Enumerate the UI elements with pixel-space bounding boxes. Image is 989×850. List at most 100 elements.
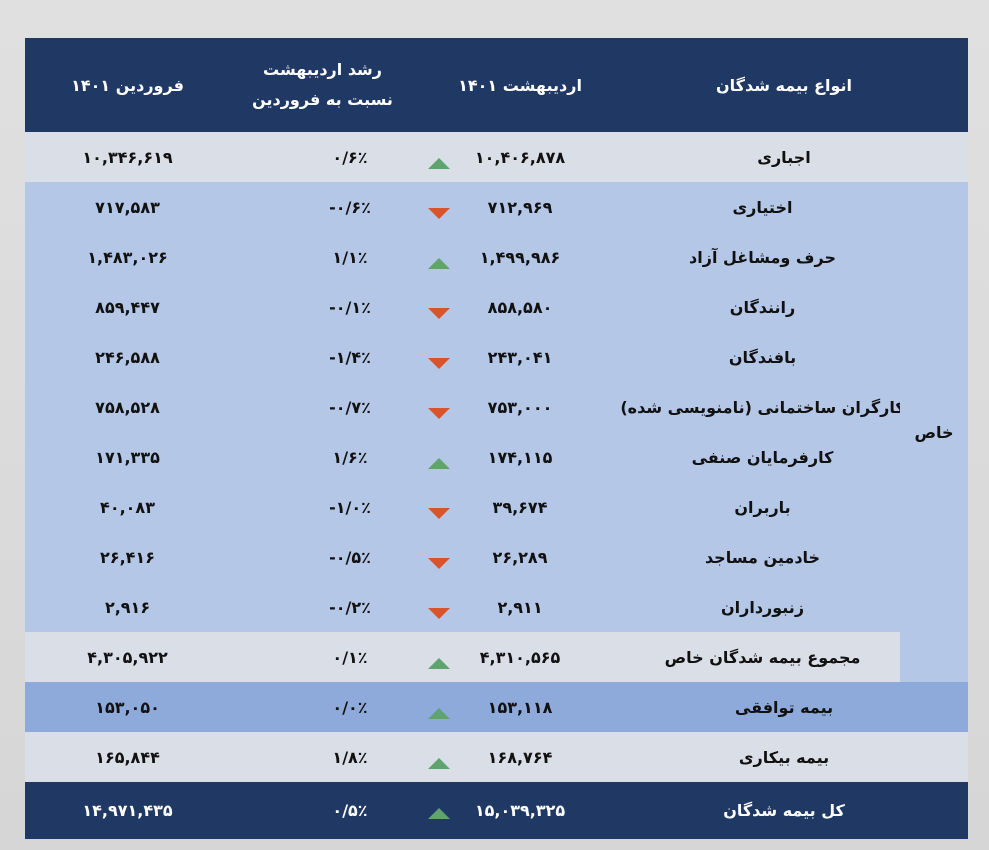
- row-apr-value: ۱۴,۹۷۱,۴۳۵: [82, 801, 173, 820]
- row-type: کل بیمه شدگان: [723, 801, 845, 820]
- row-may-value: ۱,۴۹۹,۹۸۶: [479, 247, 561, 267]
- table-row: باربران ۳۹,۶۷۴ -۱/۰٪ ۴۰,۰۸۳: [25, 482, 968, 532]
- row-may-value: ۷۱۲,۹۶۹: [487, 197, 553, 217]
- row-may-value: ۱۶۸,۷۶۴: [487, 747, 553, 767]
- row-growth-percent: -۰/۱٪: [329, 297, 371, 317]
- arrow-down-icon: [428, 358, 450, 369]
- arrow-up-icon: [428, 658, 450, 669]
- row-apr-value: ۲,۹۱۶: [104, 597, 151, 617]
- header-apr-1401: فروردین ۱۴۰۱: [71, 75, 184, 95]
- row-growth: -۰/۵٪: [230, 532, 450, 582]
- row-may-value: ۱۵,۰۳۹,۳۲۵: [474, 801, 566, 820]
- row-apr-value: ۲۴۶,۵۸۸: [95, 347, 160, 367]
- row-apr-value: ۲۶,۴۱۶: [100, 547, 155, 567]
- row-growth: ۰/۰٪: [230, 682, 450, 732]
- row-growth-percent: -۰/۷٪: [329, 397, 371, 417]
- row-may-value: ۲۴۳,۰۴۱: [487, 347, 553, 367]
- row-growth-percent: ۱/۸٪: [332, 747, 368, 767]
- arrow-down-icon: [428, 508, 450, 519]
- row-growth-percent: ۱/۱٪: [332, 247, 368, 267]
- row-apr-value: ۴۰,۰۸۳: [100, 497, 155, 517]
- row-may-value: ۱۷۴,۱۱۵: [487, 447, 553, 467]
- khas-group-label: خاص: [900, 182, 968, 682]
- row-type: بیمه توافقی: [734, 697, 834, 717]
- row-apr-value: ۱,۴۸۳,۰۲۶: [87, 247, 168, 267]
- table-row: مجموع بیمه شدگان خاص ۴,۳۱۰,۵۶۵ ۰/۱٪ ۴,۳۰۵,۹…: [25, 632, 968, 682]
- row-type: کارگران ساختمانی (نامنویسی شده): [620, 397, 905, 417]
- row-may-value: ۱۰,۴۰۶,۸۷۸: [474, 147, 566, 167]
- table-row: کارفرمایان صنفی ۱۷۴,۱۱۵ ۱/۶٪ ۱۷۱,۳۳۵: [25, 432, 968, 482]
- row-growth: -۰/۲٪: [230, 582, 450, 632]
- arrow-up-icon: [428, 758, 450, 769]
- row-growth: ۰/۵٪: [230, 782, 450, 839]
- table-row: اختیاری ۷۱۲,۹۶۹ -۰/۶٪ ۷۱۷,۵۸۳: [25, 182, 968, 232]
- row-growth: -۰/۱٪: [230, 282, 450, 332]
- table-row: زنبورداران ۲,۹۱۱ -۰/۲٪ ۲,۹۱۶: [25, 582, 968, 632]
- arrow-down-icon: [428, 558, 450, 569]
- row-type: اجباری: [757, 147, 811, 167]
- row-type: اختیاری: [732, 197, 793, 217]
- insured-statistics-table: انواع بیمه شدگان اردیبهشت ۱۴۰۱ رشد اردیب…: [25, 38, 968, 839]
- row-growth-percent: -۰/۶٪: [329, 197, 371, 217]
- row-apr-value: ۸۵۹,۴۴۷: [95, 297, 160, 317]
- row-apr-value: ۱۷۱,۳۳۵: [95, 447, 160, 467]
- arrow-down-icon: [428, 208, 450, 219]
- row-growth-percent: -۱/۰٪: [329, 497, 371, 517]
- row-growth-percent: -۰/۵٪: [329, 547, 371, 567]
- row-apr-value: ۱۶۵,۸۴۴: [95, 747, 160, 767]
- row-type: خادمین مساجد: [704, 547, 821, 567]
- row-growth-percent: ۰/۰٪: [332, 697, 368, 717]
- header-growth-line1: رشد اردیبهشت: [263, 60, 382, 79]
- row-growth: -۱/۴٪: [230, 332, 450, 382]
- row-growth-percent: ۰/۶٪: [332, 147, 368, 167]
- row-may-value: ۱۵۳,۱۱۸: [487, 697, 553, 717]
- arrow-down-icon: [428, 408, 450, 419]
- row-growth: ۱/۶٪: [230, 432, 450, 482]
- row-may-value: ۸۵۸,۵۸۰: [487, 297, 553, 317]
- row-growth: -۱/۰٪: [230, 482, 450, 532]
- row-apr-value: ۷۵۸,۵۲۸: [95, 397, 160, 417]
- row-growth-percent: -۰/۲٪: [329, 597, 371, 617]
- row-growth-percent: ۰/۱٪: [332, 647, 368, 667]
- row-type: زنبورداران: [720, 597, 805, 617]
- row-apr-value: ۱۵۳,۰۵۰: [95, 697, 160, 717]
- row-growth: -۰/۷٪: [230, 382, 450, 432]
- row-growth: ۰/۶٪: [230, 132, 450, 182]
- table-row: رانندگان ۸۵۸,۵۸۰ -۰/۱٪ ۸۵۹,۴۴۷: [25, 282, 968, 332]
- row-type: باربران: [734, 497, 791, 517]
- table-row: خادمین مساجد ۲۶,۲۸۹ -۰/۵٪ ۲۶,۴۱۶: [25, 532, 968, 582]
- row-may-value: ۳۹,۶۷۴: [492, 497, 548, 517]
- table-row: بیمه توافقی ۱۵۳,۱۱۸ ۰/۰٪ ۱۵۳,۰۵۰: [25, 682, 968, 732]
- table-row: حرف ومشاغل آزاد ۱,۴۹۹,۹۸۶ ۱/۱٪ ۱,۴۸۳,۰۲۶: [25, 232, 968, 282]
- row-growth-percent: ۰/۵٪: [332, 801, 368, 820]
- arrow-up-icon: [428, 808, 450, 819]
- row-type: مجموع بیمه شدگان خاص: [664, 647, 861, 667]
- row-type: رانندگان: [729, 297, 796, 317]
- arrow-down-icon: [428, 608, 450, 619]
- header-may-1401: اردیبهشت ۱۴۰۱: [458, 75, 582, 95]
- row-type: بیمه بیکاری: [738, 747, 830, 767]
- row-apr-value: ۴,۳۰۵,۹۲۲: [87, 647, 168, 667]
- row-type: کارفرمایان صنفی: [691, 447, 834, 467]
- table-row: اجباری ۱۰,۴۰۶,۸۷۸ ۰/۶٪ ۱۰,۳۴۶,۶۱۹: [25, 132, 968, 182]
- header-growth-line2: نسبت به فروردین: [252, 90, 393, 109]
- row-may-value: ۲۶,۲۸۹: [492, 547, 548, 567]
- row-apr-value: ۱۰,۳۴۶,۶۱۹: [82, 147, 173, 167]
- row-apr-value: ۷۱۷,۵۸۳: [95, 197, 160, 217]
- arrow-up-icon: [428, 258, 450, 269]
- table-row: کارگران ساختمانی (نامنویسی شده) ۷۵۳,۰۰۰ -۰…: [25, 382, 968, 432]
- table-row: کل بیمه شدگان ۱۵,۰۳۹,۳۲۵ ۰/۵٪ ۱۴,۹۷۱,۴۳۵: [25, 782, 968, 839]
- row-growth: ۱/۱٪: [230, 232, 450, 282]
- arrow-down-icon: [428, 308, 450, 319]
- row-growth: -۰/۶٪: [230, 182, 450, 232]
- arrow-up-icon: [428, 458, 450, 469]
- row-may-value: ۲,۹۱۱: [497, 597, 543, 617]
- row-growth: ۰/۱٪: [230, 632, 450, 682]
- row-growth-percent: -۱/۴٪: [329, 347, 371, 367]
- header-growth: رشد اردیبهشت نسبت به فروردین: [230, 38, 415, 132]
- row-type: بافندگان: [728, 347, 797, 367]
- row-type: حرف ومشاغل آزاد: [689, 247, 836, 267]
- row-growth: ۱/۸٪: [230, 732, 450, 782]
- table-row: بافندگان ۲۴۳,۰۴۱ -۱/۴٪ ۲۴۶,۵۸۸: [25, 332, 968, 382]
- header-type: انواع بیمه شدگان: [716, 75, 852, 95]
